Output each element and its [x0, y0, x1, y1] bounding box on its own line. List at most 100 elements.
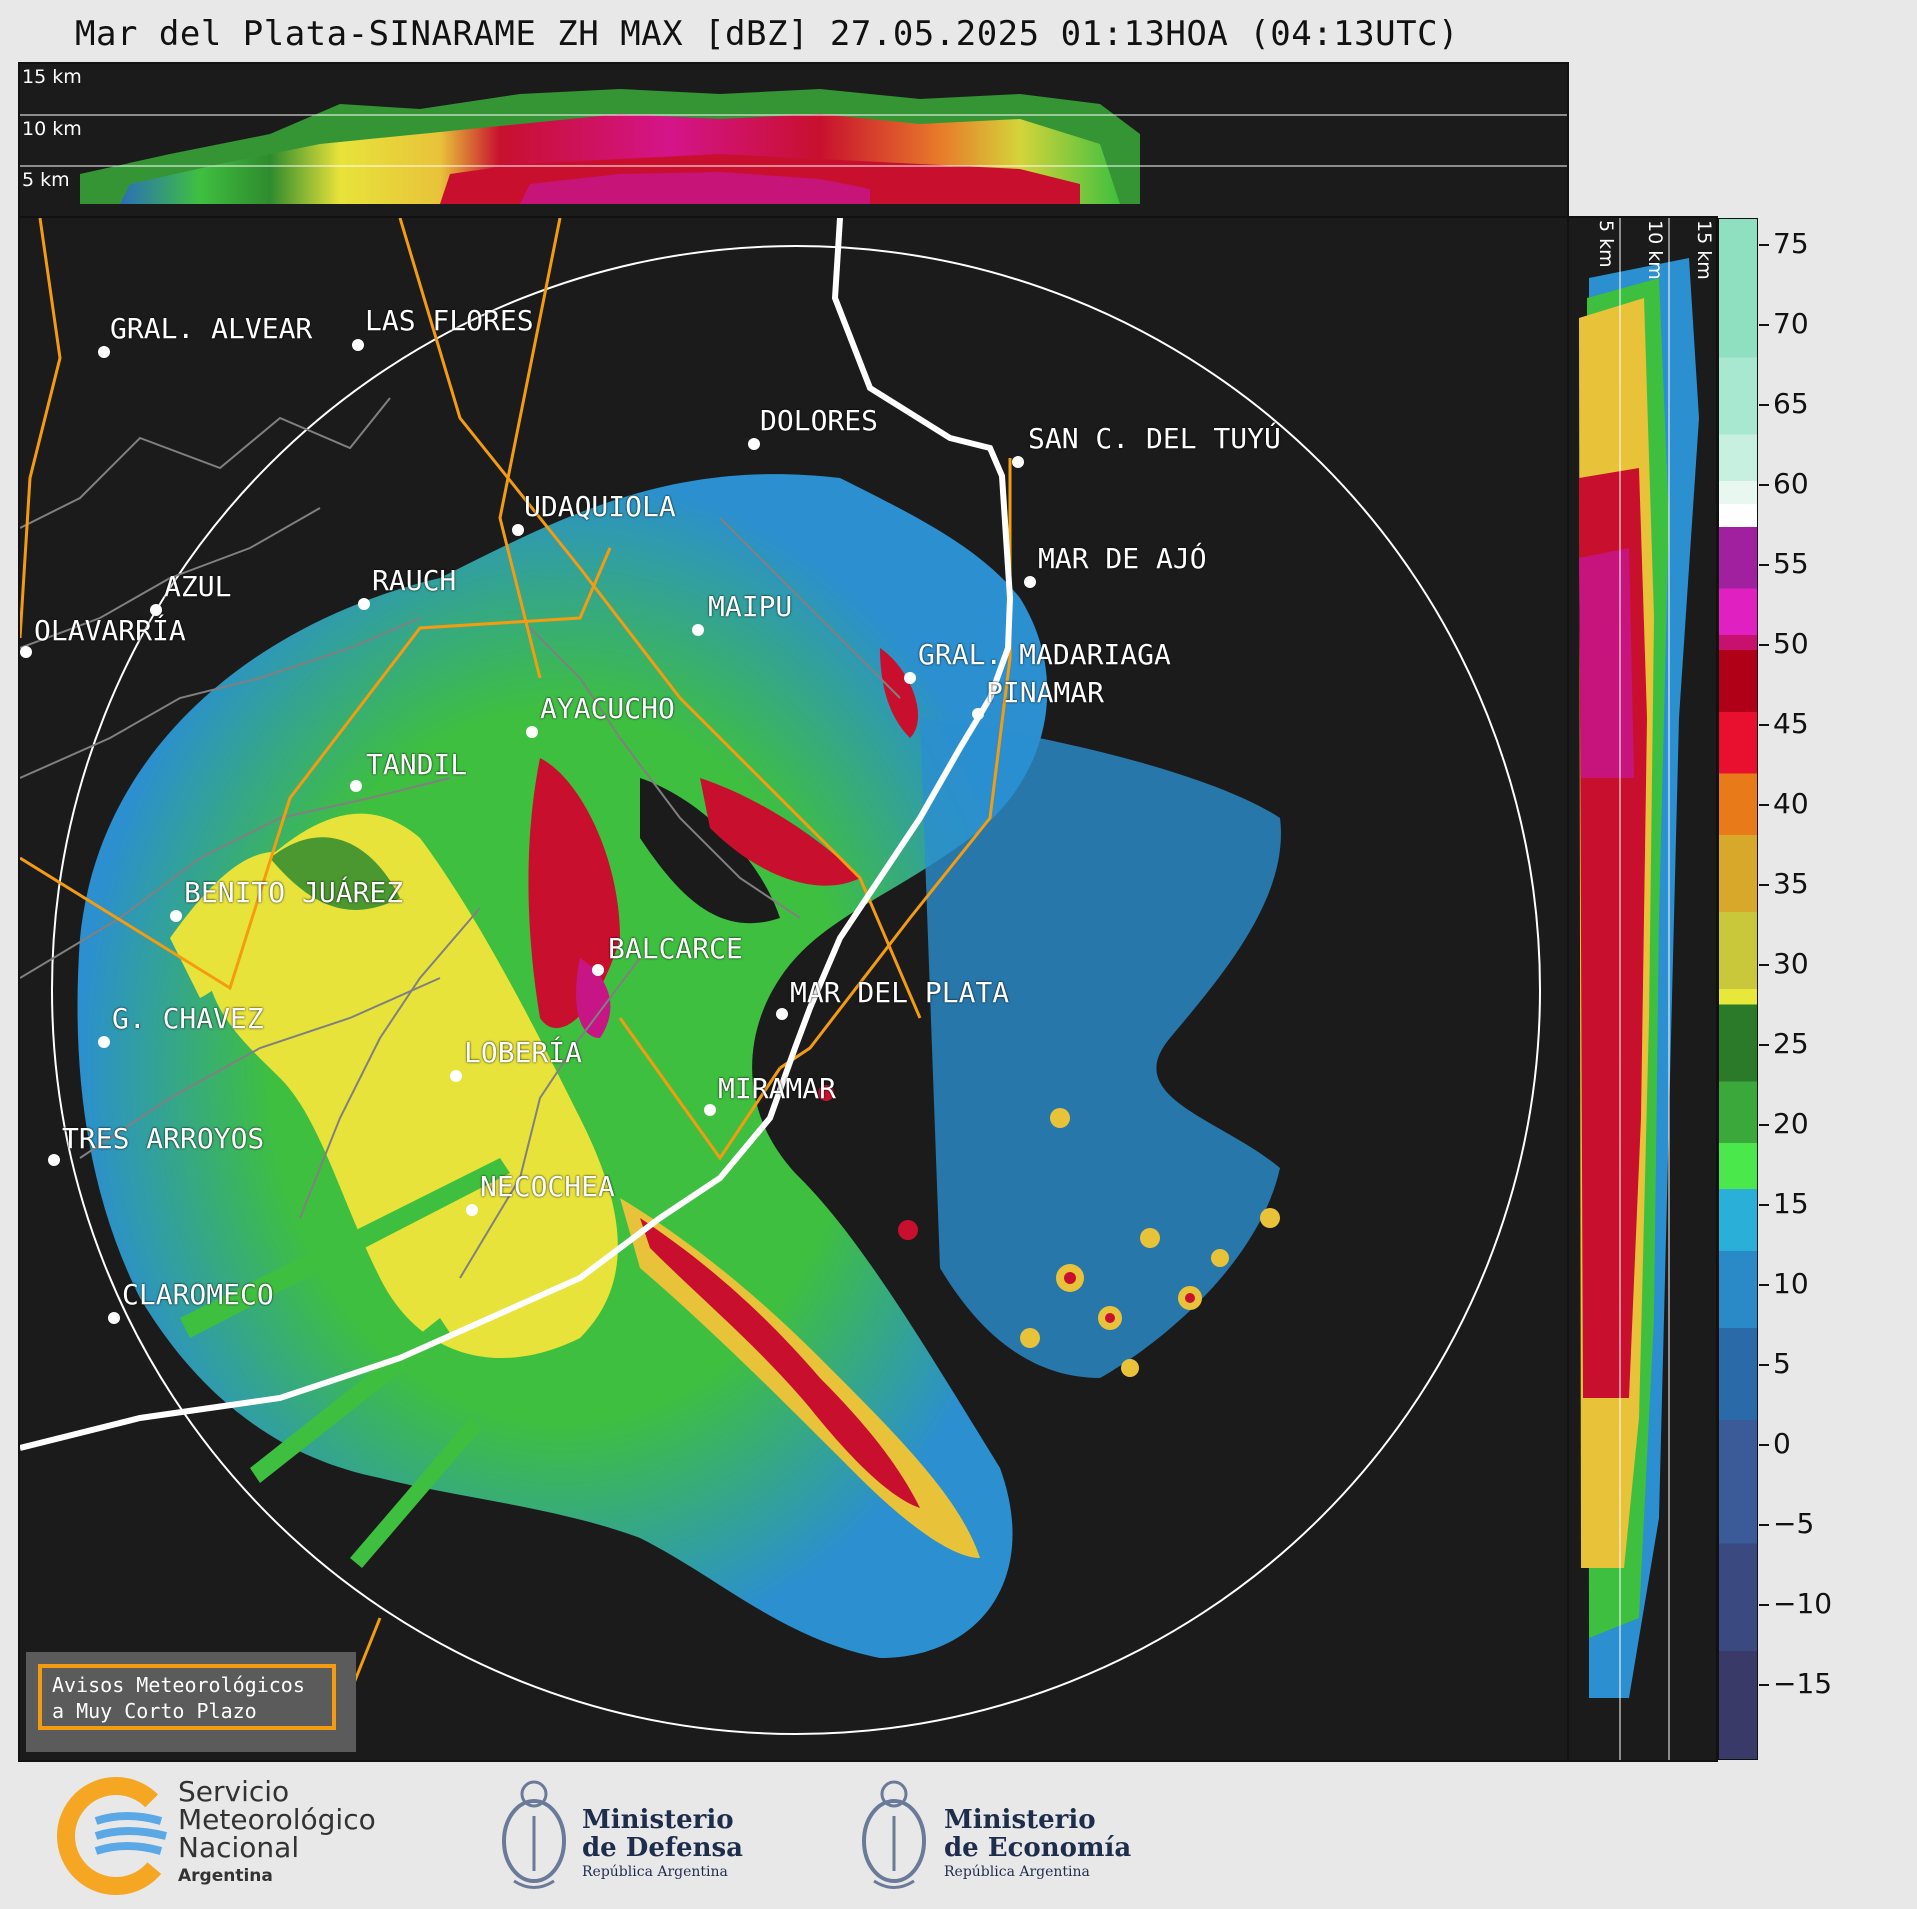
city-g-chavez: G. CHAVEZ — [112, 1002, 264, 1035]
city-necochea: NECOCHEA — [480, 1170, 615, 1203]
city-udaquiola: UDAQUIOLA — [524, 490, 676, 523]
colorbar-tick — [1759, 1284, 1769, 1286]
defensa-line3: República Argentina — [582, 1864, 728, 1880]
city-maipu: MAIPU — [708, 590, 793, 623]
city-dot — [48, 1154, 60, 1166]
colorbar-tick — [1759, 244, 1769, 246]
city-tres-arroyos: TRES ARROYOS — [62, 1122, 265, 1155]
right-height-label-10km: 10 km — [1644, 220, 1666, 280]
avisos-line2: a Muy Corto Plazo — [52, 1699, 257, 1723]
right-height-label-5km: 5 km — [1595, 220, 1617, 268]
colorbar-tick — [1759, 404, 1769, 406]
colorbar-tick-label: 70 — [1773, 307, 1809, 340]
city-dot — [350, 780, 362, 792]
colorbar-tick-label: 75 — [1773, 227, 1809, 260]
radar-map: GRAL. ALVEAR LAS FLORES DOLORES SAN C. D… — [18, 216, 1569, 1762]
city-gral-madariaga: GRAL. MADARIAGA — [918, 638, 1171, 671]
economia-line3: República Argentina — [944, 1864, 1090, 1880]
defensa-text: Ministerio de Defensa República Argentin… — [582, 1806, 743, 1882]
smn-line4: Argentina — [178, 1866, 273, 1886]
colorbar-tick-label: 10 — [1773, 1267, 1809, 1300]
colorbar-tick-label: 35 — [1773, 867, 1809, 900]
economia-text: Ministerio de Economía República Argenti… — [944, 1806, 1131, 1882]
city-benito-juarez: BENITO JUÁREZ — [184, 876, 404, 909]
avisos-line1: Avisos Meteorológicos — [52, 1673, 305, 1697]
economia-line2: de Economía — [944, 1833, 1132, 1863]
city-dot — [98, 346, 110, 358]
colorbar-tick-label: 0 — [1773, 1427, 1791, 1460]
colorbar-tick — [1759, 1604, 1769, 1606]
colorbar-tick — [1759, 1364, 1769, 1366]
city-azul: AZUL — [164, 570, 232, 603]
city-dot — [704, 1104, 716, 1116]
colorbar-tick — [1759, 1204, 1769, 1206]
city-miramar: MIRAMAR — [718, 1072, 837, 1105]
city-tandil: TANDIL — [366, 748, 468, 781]
economia-line1: Ministerio — [944, 1805, 1096, 1835]
defensa-line1: Ministerio — [582, 1805, 734, 1835]
colorbar-tick-label: 60 — [1773, 467, 1809, 500]
city-dot — [352, 339, 364, 351]
right-height-label-15km: 15 km — [1693, 220, 1715, 280]
colorbar-tick-label: 15 — [1773, 1187, 1809, 1220]
height-label-15km: 15 km — [22, 66, 82, 88]
smn-line2: Meteorológico — [178, 1803, 376, 1836]
city-dot — [150, 604, 162, 616]
city-claromeco: CLAROMECO — [122, 1278, 274, 1311]
colorbar-tick — [1759, 884, 1769, 886]
city-dot — [1024, 576, 1036, 588]
city-dot — [108, 1312, 120, 1324]
city-dot — [98, 1036, 110, 1048]
colorbar-tick-label: 50 — [1773, 627, 1809, 660]
top-vertical-profile: 15 km 10 km 5 km — [18, 62, 1569, 220]
smn-logo-icon — [57, 1777, 175, 1895]
city-mar-del-plata: MAR DEL PLATA — [790, 976, 1010, 1009]
colorbar-tick — [1759, 1684, 1769, 1686]
city-dolores: DOLORES — [760, 404, 879, 437]
radar-map-graphic — [20, 218, 1541, 1735]
colorbar-tick-label: 25 — [1773, 1027, 1809, 1060]
colorbar-tick-label: 30 — [1773, 947, 1809, 980]
colorbar-tick — [1759, 564, 1769, 566]
colorbar-tick — [1759, 324, 1769, 326]
right-profile-graphic — [1579, 218, 1699, 1760]
city-ayacucho: AYACUCHO — [540, 692, 675, 725]
city-dot — [512, 524, 524, 536]
colorbar-tick — [1759, 1044, 1769, 1046]
defensa-emblem-icon — [502, 1780, 566, 1889]
city-pinamar: PINAMAR — [986, 676, 1105, 709]
colorbar-tick-label: 5 — [1773, 1347, 1791, 1380]
dbz-colorbar — [1718, 218, 1758, 1760]
city-dot — [466, 1204, 478, 1216]
avisos-frame[interactable]: Avisos Meteorológicos a Muy Corto Plazo — [38, 1664, 336, 1730]
colorbar-tick-label: −5 — [1773, 1507, 1815, 1540]
colorbar-tick — [1759, 964, 1769, 966]
city-dot — [592, 964, 604, 976]
right-vertical-profile: 5 km 10 km 15 km — [1567, 216, 1718, 1762]
smn-line3: Nacional — [178, 1831, 300, 1864]
height-label-5km: 5 km — [22, 169, 70, 191]
city-dot — [776, 1008, 788, 1020]
city-dot — [526, 726, 538, 738]
colorbar-tick — [1759, 1444, 1769, 1446]
colorbar-tick-label: 40 — [1773, 787, 1809, 820]
city-san-clemente: SAN C. DEL TUYÚ — [1028, 422, 1281, 455]
city-loberia: LOBERÍA — [464, 1036, 583, 1069]
defensa-line2: de Defensa — [582, 1833, 743, 1863]
avisos-box[interactable]: Avisos Meteorológicos a Muy Corto Plazo — [26, 1652, 356, 1752]
city-dot — [170, 910, 182, 922]
colorbar-tick-label: 20 — [1773, 1107, 1809, 1140]
city-gral-alvear: GRAL. ALVEAR — [110, 312, 313, 345]
top-profile-graphic — [20, 89, 1567, 204]
city-rauch: RAUCH — [372, 564, 457, 597]
colorbar-tick-label: 65 — [1773, 387, 1809, 420]
colorbar-tick — [1759, 1524, 1769, 1526]
height-label-10km: 10 km — [22, 118, 82, 140]
city-mar-de-ajo: MAR DE AJÓ — [1038, 542, 1207, 575]
smn-line1: Servicio — [178, 1775, 290, 1808]
city-dot — [692, 624, 704, 636]
city-dot — [358, 598, 370, 610]
city-las-flores: LAS FLORES — [365, 304, 534, 337]
colorbar-tick — [1759, 724, 1769, 726]
city-dot — [20, 646, 32, 658]
